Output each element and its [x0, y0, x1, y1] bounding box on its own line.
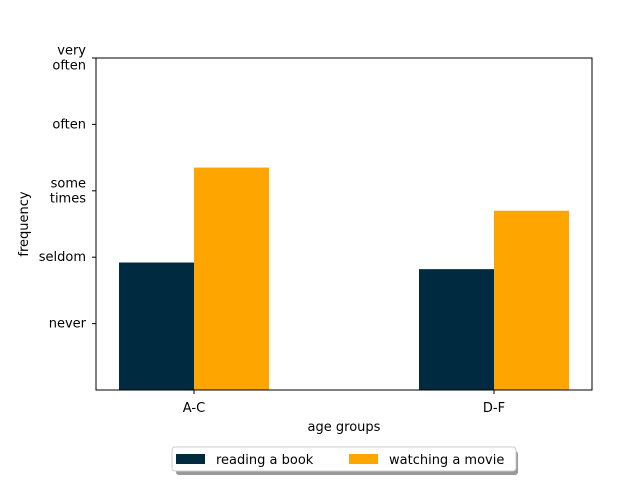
plot-frame [95, 57, 593, 391]
y-axis-label: frequency [17, 191, 32, 257]
bar-1-2 [419, 269, 494, 390]
x-axis-label: age groups [308, 420, 381, 435]
y-tick-label: very [57, 44, 86, 59]
x-tick-label: D-F [483, 401, 505, 416]
y-tick-label: often [52, 59, 86, 74]
legend-swatch [349, 454, 378, 464]
legend-label: watching a movie [389, 453, 504, 468]
y-tick-label: some [51, 176, 86, 191]
y-tick-label: never [49, 317, 87, 332]
legend-box [171, 446, 517, 472]
legend: reading a book watching a movie [171, 446, 518, 475]
y-tick-label: seldom [39, 250, 86, 265]
y-tick-label: times [50, 191, 86, 206]
x-tick-label: A-C [183, 401, 205, 416]
bar-2-1 [194, 167, 269, 390]
legend-swatch [176, 454, 205, 464]
bars-group [119, 167, 569, 390]
bar-1-1 [119, 262, 194, 390]
legend-label: reading a book [216, 453, 314, 468]
x-axis: A-C D-F [183, 390, 505, 416]
bar-2-2 [494, 210, 569, 390]
legend-items: reading a book watching a movie [176, 453, 504, 468]
y-tick-label: often [52, 117, 86, 132]
